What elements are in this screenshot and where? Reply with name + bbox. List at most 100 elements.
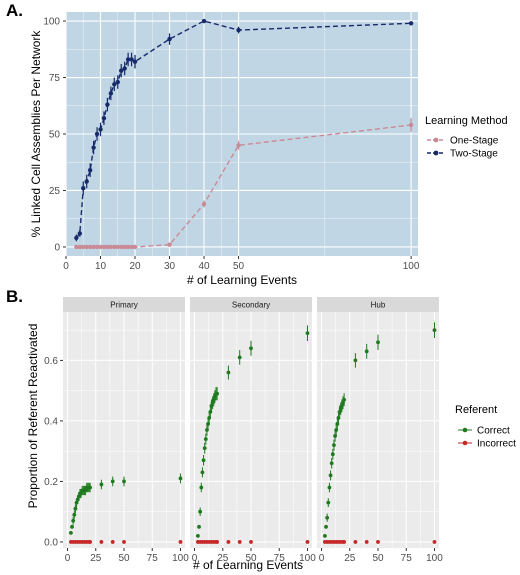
chart-b-legend-key-point: [462, 427, 468, 433]
chart-b-x-tick-label: 100: [299, 553, 316, 564]
chart-b-x-tick-label: 75: [147, 553, 159, 564]
chart-a-data-point: [119, 68, 124, 73]
chart-a-data-point: [167, 36, 172, 42]
chart-b-facet-strip-label: Secondary: [232, 301, 270, 310]
chart-b-series-correct: [69, 473, 183, 535]
chart-b-data-point: [196, 533, 200, 538]
chart-b-series-incorrect: [196, 540, 310, 544]
chart-a-data-point: [81, 186, 86, 191]
chart-b-y-axis-title: Proportion of Referent Reactivated: [26, 324, 40, 509]
chart-b-facet-strip-label: Hub: [371, 301, 386, 310]
chart-b-data-point: [197, 524, 201, 529]
chart-a-y-tick-label: 25: [49, 186, 61, 197]
panel-b-label: B.: [6, 287, 23, 306]
chart-b-data-point: [122, 479, 126, 484]
chart-b-data-point: [342, 540, 347, 544]
chart-a-series-line: [75, 20, 412, 239]
chart-b-legend-key-point: [462, 440, 468, 446]
chart-a-data-point: [408, 122, 414, 128]
chart-b-x-tick-label: 25: [217, 553, 229, 564]
chart-a-data-point: [74, 235, 79, 241]
chart-a-series-two-stage: [74, 18, 414, 242]
chart-b-y-ticks: 0.0 0.2 0.4 0.6: [44, 356, 63, 548]
chart-a-data-point: [122, 66, 127, 71]
chart-b-x-tick-label: 25: [90, 553, 102, 564]
chart-a-data-point: [125, 244, 131, 250]
chart-b-facet-strip: [190, 297, 312, 312]
chart-a-data-point: [87, 244, 93, 250]
chart-a-legend-key-point: [433, 137, 439, 143]
chart-a-data-point: [77, 231, 83, 236]
chart-a-data-point: [112, 244, 117, 250]
chart-a-data-point: [101, 115, 107, 121]
chart-b-data-point: [178, 476, 183, 481]
chart-a: 0 25 50 75 100 0 10 20 30 40 50 100 % Linked Cell …: [29, 12, 508, 287]
chart-b-data-point: [198, 509, 203, 514]
chart-a-data-point: [132, 244, 138, 250]
chart-b-series-incorrect: [69, 540, 183, 544]
chart-a-x-tick-label: 10: [95, 261, 107, 272]
chart-a-data-point: [408, 21, 414, 26]
chart-b: Primary 0 25 50 75 100 Secondary 0 25 50 75 100 Hub 0…: [26, 297, 516, 572]
chart-b-data-point: [325, 515, 330, 520]
chart-b-legend: Referent Correct Incorrect: [455, 404, 516, 450]
chart-b-data-point: [353, 540, 358, 544]
chart-b-data-point: [201, 458, 206, 463]
chart-a-data-point: [108, 244, 114, 250]
chart-b-data-point: [323, 533, 327, 538]
chart-a-data-point: [115, 79, 120, 85]
chart-b-data-point: [110, 540, 115, 544]
chart-b-x-tick-label: 100: [172, 553, 189, 564]
chart-a-data-point: [236, 143, 241, 148]
chart-b-y-tick-label: 0.0: [44, 537, 58, 548]
chart-b-data-point: [432, 540, 437, 544]
chart-b-data-point: [73, 506, 78, 511]
chart-a-data-point: [115, 244, 120, 250]
chart-b-x-tick-label: 0: [319, 553, 325, 564]
chart-b-x-tick-label: 0: [65, 553, 71, 564]
chart-a-data-point: [94, 244, 100, 250]
chart-a-x-tick-label: 0: [63, 261, 69, 272]
chart-b-data-point: [376, 540, 380, 544]
chart-a-legend-title: Learning Method: [425, 115, 508, 127]
chart-b-data-point: [226, 540, 231, 544]
chart-b-data-point: [327, 485, 332, 490]
chart-b-data-point: [376, 340, 380, 345]
chart-a-x-tick-label: 50: [233, 261, 245, 272]
chart-b-facet-strip-label: Primary: [110, 301, 138, 310]
chart-b-x-tick-label: 75: [401, 553, 413, 564]
chart-b-data-point: [237, 540, 242, 544]
chart-a-data-point: [236, 27, 241, 33]
chart-a-data-point: [201, 201, 207, 207]
chart-a-data-point: [132, 59, 138, 64]
chart-a-data-point: [125, 57, 131, 62]
chart-b-facet-primary: Primary 0 25 50 75 100: [63, 297, 189, 564]
chart-b-x-tick-label: 50: [372, 553, 384, 564]
chart-a-data-point: [77, 244, 83, 250]
chart-b-data-point: [249, 540, 253, 544]
chart-b-data-point: [202, 446, 207, 451]
chart-a-data-point: [74, 244, 79, 250]
chart-b-data-point: [99, 482, 104, 487]
chart-a-data-point: [122, 244, 127, 250]
chart-b-data-point: [305, 331, 310, 336]
chart-b-data-point: [329, 461, 334, 466]
chart-a-legend-items: One-Stage Two-Stage: [427, 136, 499, 160]
chart-b-legend-items: Correct Incorrect: [458, 426, 516, 450]
chart-a-y-tick-label: 100: [43, 17, 60, 28]
chart-a-y-ticks: 0 25 50 75 100: [43, 17, 66, 253]
chart-b-x-tick-label: 0: [192, 553, 198, 564]
chart-a-legend: Learning Method One-Stage Two-Stage: [425, 115, 508, 160]
chart-b-data-point: [72, 512, 77, 517]
chart-b-facet-strip: [63, 297, 185, 312]
chart-b-data-point: [88, 540, 93, 544]
chart-b-facet-hub: Hub 0 25 50 75 100: [317, 297, 443, 564]
chart-b-x-tick-label: 75: [274, 553, 286, 564]
chart-a-data-point: [201, 18, 207, 24]
chart-b-series-incorrect: [323, 540, 437, 544]
panel-a-label: A.: [6, 1, 23, 20]
chart-b-y-tick-label: 0.4: [44, 416, 58, 427]
chart-b-data-point: [432, 328, 437, 333]
chart-a-data-point: [105, 102, 110, 107]
